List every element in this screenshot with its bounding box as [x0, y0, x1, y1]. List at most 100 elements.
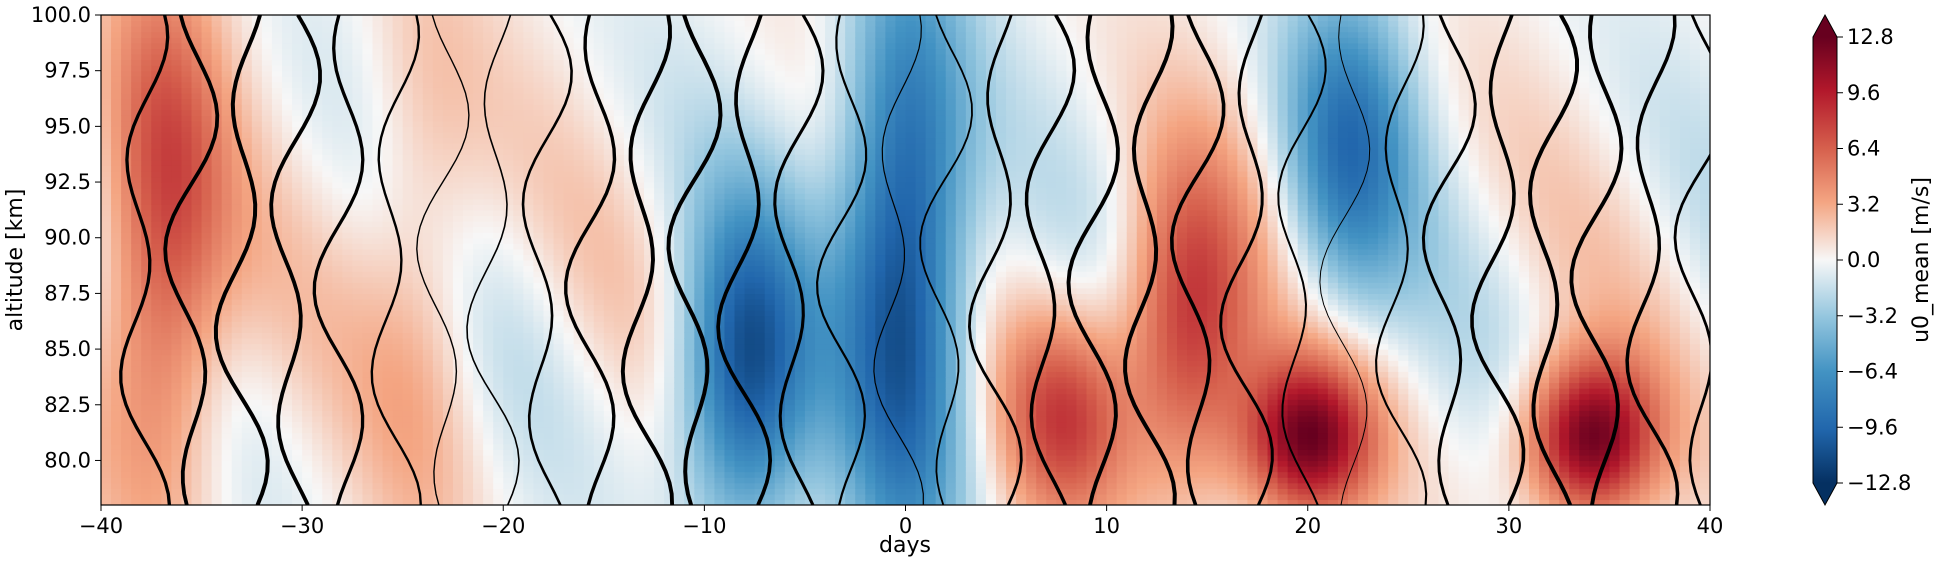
- heat-cell: [432, 115, 444, 122]
- heat-cell: [402, 410, 414, 417]
- heat-cell: [644, 265, 655, 272]
- heat-cell: [312, 109, 323, 116]
- heat-cell: [473, 310, 484, 317]
- heat-cell: [362, 92, 374, 100]
- heat-cell: [352, 454, 364, 462]
- heat-cell: [503, 371, 514, 378]
- heat-cell: [181, 165, 193, 172]
- heat-cell: [342, 137, 354, 144]
- heat-cell: [513, 388, 524, 395]
- heat-cell: [483, 287, 494, 295]
- heat-cell: [181, 126, 193, 133]
- heat-cell: [483, 410, 494, 417]
- heat-cell: [603, 221, 615, 228]
- heat-cell: [523, 371, 535, 378]
- heat-cell: [372, 254, 384, 261]
- heat-cell: [654, 87, 665, 94]
- heat-cell: [271, 388, 283, 395]
- heat-cell: [654, 104, 665, 111]
- heat-cell: [181, 427, 193, 434]
- heat-cell: [231, 471, 243, 478]
- heat-cell: [241, 232, 253, 239]
- heat-cell: [251, 488, 263, 495]
- heat-cell: [503, 154, 514, 161]
- heat-cell: [191, 276, 203, 283]
- heat-cell: [191, 432, 203, 439]
- heat-cell: [593, 237, 605, 244]
- heat-cell: [261, 293, 273, 300]
- heat-cell: [664, 332, 675, 339]
- heat-cell: [171, 104, 183, 111]
- heat-cell: [432, 198, 444, 205]
- heat-cell: [191, 449, 203, 456]
- heat-cell: [402, 321, 414, 328]
- heat-cell: [201, 493, 213, 501]
- heat-cell: [241, 276, 253, 283]
- heat-cell: [463, 65, 474, 72]
- heat-cell: [644, 354, 655, 361]
- heat-cell: [623, 454, 635, 462]
- heat-cell: [261, 376, 273, 384]
- heat-cell: [422, 382, 434, 389]
- heat-cell: [654, 354, 665, 361]
- heat-cell: [302, 388, 313, 395]
- heat-cell: [181, 260, 193, 267]
- heat-cell: [332, 271, 343, 278]
- heat-cell: [261, 143, 273, 150]
- heat-cell: [322, 15, 333, 22]
- heat-cell: [644, 182, 655, 189]
- heat-cell: [613, 282, 625, 289]
- heat-cell: [422, 53, 434, 61]
- heat-cell: [352, 137, 364, 144]
- heat-cell: [583, 427, 595, 434]
- heat-cell: [201, 198, 213, 205]
- heat-cell: [623, 92, 635, 100]
- heat-cell: [664, 404, 675, 411]
- heat-cell: [513, 298, 524, 306]
- heat-cell: [452, 26, 464, 33]
- heat-cell: [121, 354, 132, 361]
- heat-cell: [151, 415, 162, 423]
- heat-cell: [493, 76, 504, 83]
- heat-cell: [493, 326, 504, 333]
- heat-cell: [332, 170, 343, 178]
- heat-cell: [352, 20, 364, 27]
- heat-cell: [362, 298, 374, 306]
- heat-cell: [221, 131, 233, 139]
- heat-cell: [533, 26, 545, 33]
- heat-cell: [131, 282, 142, 289]
- heat-cell: [292, 104, 303, 111]
- heat-cell: [231, 165, 243, 172]
- heat-cell: [654, 298, 665, 306]
- heat-cell: [483, 332, 494, 339]
- heat-cell: [644, 315, 655, 322]
- heat-cell: [553, 388, 565, 395]
- heat-cell: [463, 354, 474, 361]
- heat-cell: [654, 410, 665, 417]
- heat-cell: [523, 354, 535, 361]
- heat-cell: [633, 92, 645, 100]
- heat-cell: [432, 237, 444, 244]
- heat-cell: [452, 109, 464, 116]
- heat-cell: [613, 254, 625, 261]
- heat-cell: [422, 488, 434, 495]
- heat-cell: [633, 237, 645, 244]
- heat-cell: [271, 159, 283, 166]
- heat-cell: [392, 115, 404, 122]
- heat-cell: [463, 471, 474, 478]
- heat-cell: [533, 226, 545, 233]
- heat-cell: [553, 337, 565, 345]
- heat-cell: [251, 315, 263, 322]
- heat-cell: [432, 410, 444, 417]
- heat-cell: [151, 321, 162, 328]
- heat-cell: [644, 432, 655, 439]
- heat-cell: [623, 432, 635, 439]
- heat-cell: [553, 215, 565, 222]
- heat-cell: [432, 376, 444, 384]
- heat-cell: [171, 126, 183, 133]
- heat-cell: [231, 148, 243, 155]
- heat-cell: [543, 388, 555, 395]
- heat-cell: [583, 53, 595, 61]
- heat-cell: [251, 104, 263, 111]
- heat-cell: [161, 365, 172, 372]
